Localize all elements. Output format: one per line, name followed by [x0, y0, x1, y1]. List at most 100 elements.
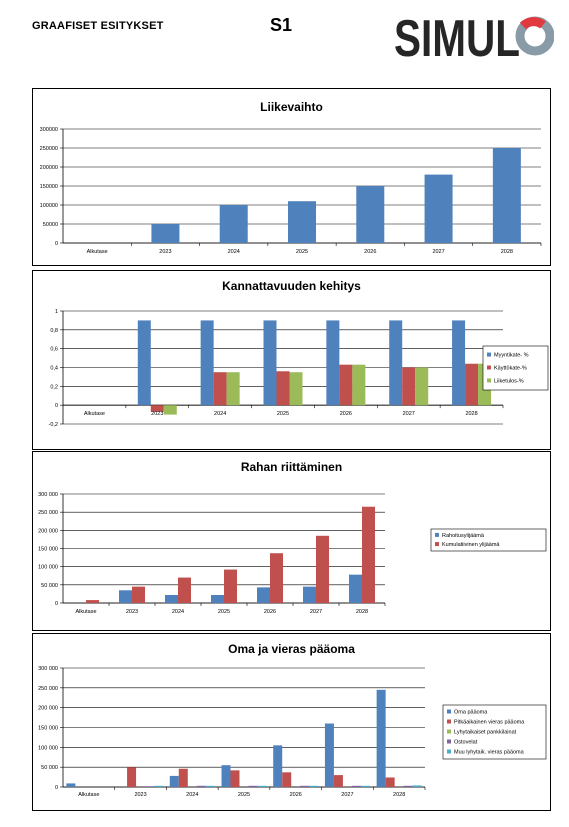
y-tick-label: 100 000: [38, 745, 58, 751]
legend-label: Lyhytaikaiset pankkilainat: [454, 730, 517, 736]
legend-swatch: [447, 719, 451, 724]
legend-swatch: [487, 365, 491, 370]
x-tick-label: Alkutase: [75, 609, 96, 615]
bar-kumulatiivinen-ylij-m-: [178, 577, 191, 603]
y-tick-label: 250 000: [38, 686, 58, 692]
bar-pitk-aikainen-vieras-p-oma: [333, 775, 343, 787]
x-tick-label: 2023: [134, 792, 146, 798]
bar-muu-lyhytaik-vieras-p-oma: [154, 785, 164, 787]
x-tick-label: 2023: [126, 609, 138, 615]
bar-rahoitusylij-m-: [211, 595, 224, 603]
y-tick-label: 50 000: [41, 583, 58, 589]
bar-pitk-aikainen-vieras-p-oma: [127, 767, 137, 787]
x-tick-label: 2028: [393, 792, 405, 798]
bar-k-ytt-kate-: [150, 405, 164, 412]
bar-k-ytt-kate-: [213, 372, 227, 406]
legend-label: Pitkäaikainen vieras pääoma: [454, 720, 525, 726]
legend-label: Kumulatiivinen ylijäämä: [442, 542, 500, 548]
legend-label: Rahoitusylijäämä: [442, 533, 485, 539]
bar-ostovelat: [351, 785, 361, 787]
y-tick-label: 0,8: [50, 328, 58, 334]
x-tick-label: 2024: [228, 249, 240, 255]
bar-liiketulos-: [163, 405, 177, 415]
x-tick-label: 2025: [238, 792, 250, 798]
bar-ostovelat: [145, 786, 155, 787]
x-tick-label: Alkutase: [78, 792, 99, 798]
x-tick-label: 2027: [432, 249, 444, 255]
logo-o-mark: [515, 16, 554, 56]
bar-ostovelat: [300, 785, 310, 787]
legend-label: Ostovelat: [454, 740, 478, 746]
x-tick-label: 2025: [277, 411, 289, 417]
x-tick-label: 2025: [296, 249, 308, 255]
y-tick-label: 200 000: [38, 528, 58, 534]
x-tick-label: 2026: [264, 609, 276, 615]
x-tick-label: 2024: [186, 792, 198, 798]
chart-title: Kannattavuuden kehitys: [222, 279, 361, 293]
bar-oma-p-oma: [273, 745, 283, 787]
y-tick-label: 0,6: [50, 347, 58, 353]
legend-swatch: [447, 729, 451, 734]
legend-box: [430, 528, 547, 552]
chart-title: Oma ja vieras pääoma: [228, 642, 355, 656]
y-tick-label: 50000: [43, 222, 58, 228]
bar-k-ytt-kate-: [339, 364, 353, 406]
x-tick-label: 2028: [356, 609, 368, 615]
x-tick-label: 2027: [403, 411, 415, 417]
y-tick-label: 0,4: [50, 366, 58, 372]
bar-pitk-aikainen-vieras-p-oma: [385, 777, 395, 787]
sheet-label: S1: [270, 15, 293, 35]
bar-oma-p-oma: [324, 723, 334, 787]
bar-ostovelat: [196, 785, 206, 787]
bar-kumulatiivinen-ylij-m-: [132, 586, 145, 603]
legend-box: [442, 704, 547, 760]
y-tick-label: 0,2: [50, 384, 58, 390]
bar-pitk-aikainen-vieras-p-oma: [178, 768, 188, 787]
y-tick-label: 200000: [40, 165, 58, 171]
chart-panel-kannattavuus: Kannattavuuden kehitys -0,2 0 0,2 0,4 0,6 0,8 1…: [32, 270, 551, 450]
legend-swatch: [487, 352, 491, 357]
bar-ostovelat: [248, 785, 258, 787]
bar-oma-p-oma: [221, 765, 231, 787]
x-tick-label: Alkutase: [84, 411, 105, 417]
y-tick-label: 200 000: [38, 706, 58, 712]
bar-series: [151, 224, 180, 243]
x-tick-label: 2027: [341, 792, 353, 798]
chart-title: Rahan riittäminen: [241, 460, 342, 474]
bar-series: [424, 174, 453, 243]
bar-myyntikate-: [326, 320, 340, 406]
bar-series: [356, 186, 385, 243]
bar-muu-lyhytaik-vieras-p-oma: [412, 785, 422, 787]
bar-series: [219, 205, 248, 243]
bar-pitk-aikainen-vieras-p-oma: [282, 772, 292, 787]
legend-label: Oma pääoma: [454, 710, 488, 716]
x-tick-label: 2025: [218, 609, 230, 615]
y-tick-label: 50 000: [41, 765, 58, 771]
bar-liiketulos-: [226, 372, 240, 406]
y-tick-label: -0,2: [49, 422, 58, 428]
simulo-logo: SIMUL: [394, 10, 554, 64]
legend-label: Muu lyhytaik. vieras pääoma: [454, 750, 525, 756]
legend-label: Liiketulos-%: [494, 378, 524, 384]
x-tick-label: Alkutase: [87, 249, 108, 255]
bar-kumulatiivinen-ylij-m-: [224, 569, 237, 603]
x-tick-label: 2028: [501, 249, 513, 255]
bar-muu-lyhytaik-vieras-p-oma: [257, 785, 267, 787]
bar-kumulatiivinen-ylij-m-: [270, 553, 283, 603]
bar-rahoitusylij-m-: [303, 586, 316, 603]
y-tick-label: 300000: [40, 127, 58, 133]
chart-panel-liikevaihto: Liikevaihto 0 50000 100000 150000 200000 25000…: [32, 88, 551, 266]
x-tick-label: 2024: [172, 609, 184, 615]
bar-rahoitusylij-m-: [349, 574, 362, 603]
y-tick-label: 100000: [40, 203, 58, 209]
bar-kumulatiivinen-ylij-m-: [362, 506, 375, 603]
bar-liiketulos-: [289, 372, 303, 406]
legend-swatch: [435, 532, 439, 537]
y-tick-label: 300 000: [38, 492, 58, 498]
legend-label: Myyntikate- %: [494, 353, 529, 359]
y-tick-label: 300 000: [38, 666, 58, 672]
x-tick-label: 2027: [310, 609, 322, 615]
bar-rahoitusylij-m-: [257, 587, 270, 603]
bar-muu-lyhytaik-vieras-p-oma: [309, 785, 319, 787]
y-tick-label: 0: [55, 241, 58, 247]
